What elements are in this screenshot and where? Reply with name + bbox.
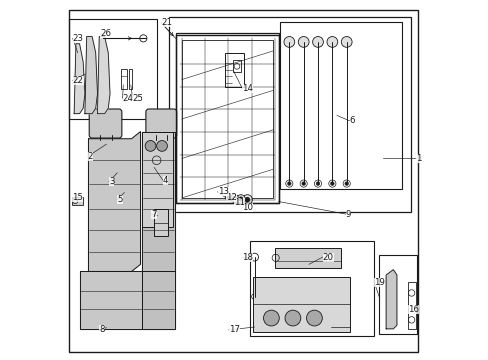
Bar [176,33,278,203]
Text: 2: 2 [87,152,93,161]
Bar [249,241,373,336]
Circle shape [326,37,337,47]
Bar [142,132,172,226]
Bar [233,60,241,72]
Polygon shape [142,271,174,329]
Circle shape [285,310,300,326]
Circle shape [225,194,231,201]
Bar [69,19,157,119]
Bar [378,255,416,334]
Text: 23: 23 [73,34,83,43]
Circle shape [316,182,319,185]
Polygon shape [85,37,97,114]
Circle shape [330,182,333,185]
Circle shape [312,37,323,47]
Text: 15: 15 [72,193,83,202]
Bar [407,282,415,329]
Bar [280,22,402,189]
Circle shape [238,197,243,201]
Text: 3: 3 [109,177,114,186]
Text: 19: 19 [373,278,385,287]
Text: 20: 20 [322,253,333,262]
Text: 14: 14 [242,84,253,93]
Bar [182,40,273,198]
Bar [169,17,410,212]
Polygon shape [74,44,85,114]
Text: 22: 22 [73,76,83,85]
FancyBboxPatch shape [89,109,122,138]
Text: 11: 11 [234,198,244,207]
Bar [224,53,244,87]
Polygon shape [80,271,142,329]
Circle shape [226,196,230,199]
Text: 24: 24 [122,94,133,103]
Bar [154,209,167,235]
Bar [253,277,349,332]
Circle shape [306,310,322,326]
Circle shape [230,194,238,202]
Circle shape [236,195,244,203]
Text: 18: 18 [242,253,253,262]
Circle shape [301,182,305,185]
Text: 25: 25 [132,94,143,103]
Text: 6: 6 [349,116,354,125]
Circle shape [298,37,308,47]
Text: 4: 4 [163,176,168,185]
Bar [128,69,132,89]
Bar [72,197,83,205]
Bar [274,248,341,268]
Text: 1: 1 [415,154,421,163]
Circle shape [386,314,395,323]
Circle shape [156,140,167,151]
Circle shape [242,195,252,205]
Polygon shape [386,270,396,329]
Text: 16: 16 [407,305,418,314]
Text: 26: 26 [100,29,111,38]
Text: 13: 13 [217,187,228,196]
Text: 9: 9 [345,210,350,219]
Circle shape [341,37,351,47]
Text: 21: 21 [161,18,172,27]
Circle shape [232,196,236,200]
Polygon shape [97,37,110,114]
Circle shape [284,37,294,47]
Circle shape [244,197,249,202]
Text: 8: 8 [99,325,104,334]
Text: 5: 5 [117,195,122,204]
Text: 10: 10 [242,203,253,212]
Text: 7: 7 [151,210,157,219]
Circle shape [287,182,290,185]
Text: 17: 17 [228,325,239,334]
FancyBboxPatch shape [145,109,176,138]
Polygon shape [88,132,140,271]
Bar [121,69,127,89]
Text: 12: 12 [226,193,237,202]
Circle shape [145,140,156,151]
Circle shape [263,310,279,326]
Polygon shape [142,132,174,271]
Circle shape [344,182,348,185]
